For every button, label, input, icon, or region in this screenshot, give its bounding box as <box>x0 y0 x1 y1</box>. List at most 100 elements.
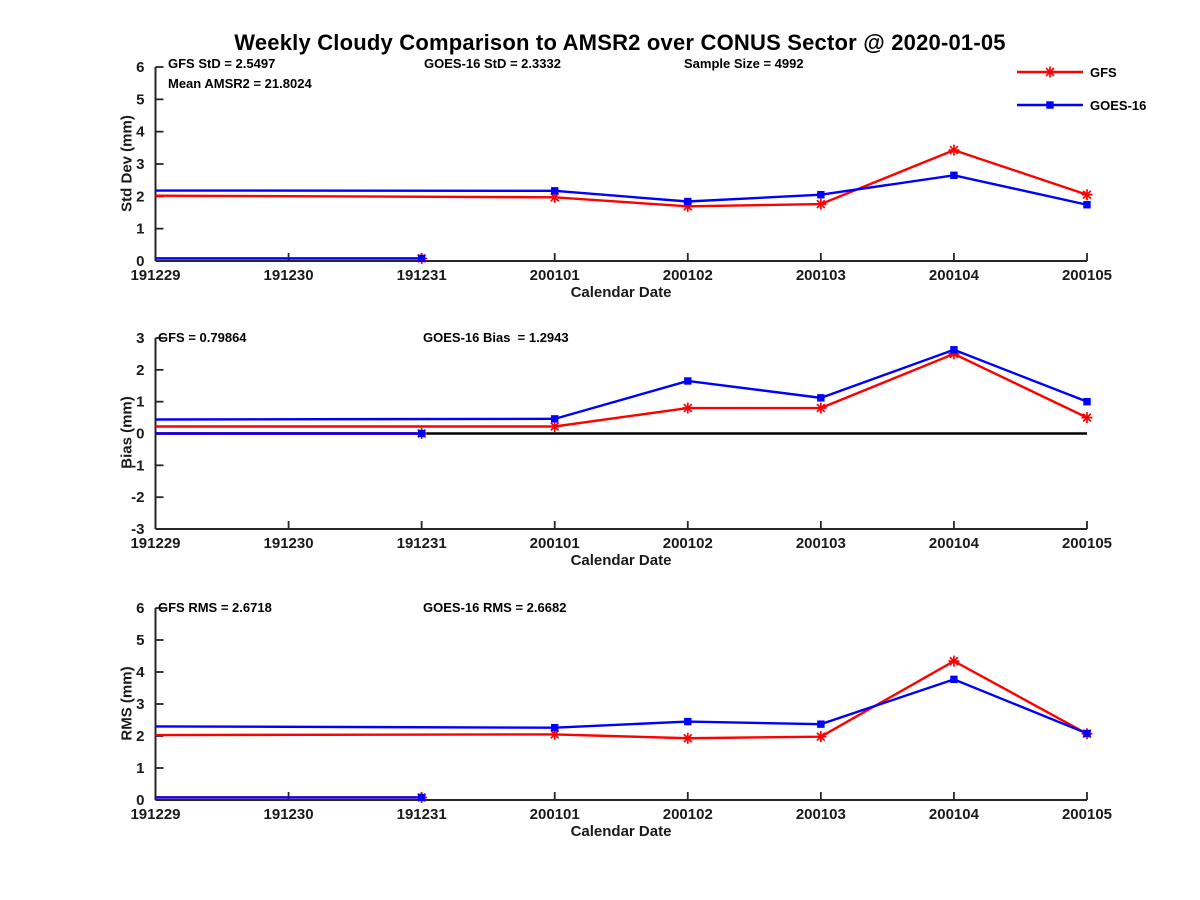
square-marker-icon <box>551 415 559 423</box>
x-axis-label-middle: Calendar Date <box>570 552 672 569</box>
x-tick-label: 200102 <box>663 267 713 284</box>
y-tick-label: 3 <box>136 330 144 347</box>
annotation-goes16-rms: GOES-16 RMS = 2.6682 <box>423 600 567 615</box>
annotation-gfs-rms: GFS RMS = 2.6718 <box>158 600 272 615</box>
y-tick-label: -2 <box>131 489 144 506</box>
x-tick-label: 200104 <box>929 267 980 284</box>
square-marker-icon <box>684 717 692 726</box>
series-line-goes-16 <box>155 678 1088 735</box>
y-tick-label: 0 <box>136 253 144 270</box>
x-tick-label: 200103 <box>796 267 846 284</box>
x-tick-label: 200105 <box>1062 267 1112 284</box>
square-marker-icon <box>417 429 426 438</box>
y-tick-label: 1 <box>136 760 144 777</box>
annotation-sample-size: Sample Size = 4992 <box>684 56 804 71</box>
x-tick-label: 200105 <box>1062 535 1112 552</box>
asterisk-marker-icon <box>682 402 694 414</box>
square-marker-icon <box>551 187 559 195</box>
square-marker-icon <box>551 723 559 732</box>
asterisk-marker-icon <box>682 732 694 744</box>
series-line-gfs <box>155 659 1088 740</box>
rms-chart: 0 1 2 3 4 5 6 191229 191230 191231 200101 200102 200… <box>130 600 1112 823</box>
square-marker-icon <box>417 793 426 802</box>
legend-item-gfs: GFS <box>1017 64 1117 80</box>
annotation-mean-amsr2: Mean AMSR2 = 21.8024 <box>168 76 312 91</box>
y-tick-label: 1 <box>136 221 144 238</box>
square-marker-icon <box>684 377 692 385</box>
std-dev-chart: 0 1 2 3 4 5 6 191229 191230 191231 200101 200102 200… <box>130 59 1112 284</box>
y-tick-label: 2 <box>136 188 144 205</box>
x-tick-label: 200102 <box>663 806 713 823</box>
y-tick-label: 6 <box>136 600 144 617</box>
y-tick-label: 5 <box>136 632 144 649</box>
x-tick-label: 200105 <box>1062 806 1112 823</box>
square-marker-icon <box>950 675 958 684</box>
annotation-goes16-bias: GOES-16 Bias = 1.2943 <box>423 330 569 345</box>
asterisk-marker-icon <box>1081 412 1093 424</box>
legend-label-goes16: GOES-16 <box>1090 97 1147 113</box>
gfs-line-sample-icon <box>1017 66 1083 78</box>
square-marker-icon <box>417 254 426 263</box>
x-tick-label: 191230 <box>264 267 314 284</box>
series-line-gfs <box>155 148 1088 208</box>
x-tick-label: 191231 <box>397 267 447 284</box>
y-tick-label: -3 <box>131 521 144 538</box>
x-tick-label: 191230 <box>264 535 314 552</box>
series-line-gfs <box>155 352 1088 428</box>
x-tick-label: 200102 <box>663 535 713 552</box>
y-tick-label: 0 <box>136 426 144 443</box>
annotation-gfs-bias: GFS = 0.79864 <box>158 330 247 345</box>
y-tick-label: 2 <box>136 362 144 379</box>
x-tick-label: 191229 <box>130 535 180 552</box>
asterisk-marker-icon <box>549 191 561 203</box>
x-tick-label: 200101 <box>530 535 580 552</box>
y-axis-label-bias: Bias (mm) <box>118 396 136 469</box>
x-axis-label-top: Calendar Date <box>570 284 672 301</box>
square-marker-icon <box>817 191 825 199</box>
asterisk-marker-icon <box>1044 66 1056 78</box>
square-marker-icon <box>684 197 692 206</box>
y-tick-label: 1 <box>136 394 144 411</box>
asterisk-marker-icon <box>1081 189 1093 201</box>
annotation-goes16-std: GOES-16 StD = 2.3332 <box>424 56 561 71</box>
square-marker-icon <box>1083 397 1091 406</box>
y-axis-label-std-dev: Std Dev (mm) <box>118 115 136 212</box>
x-tick-label: 191231 <box>397 535 447 552</box>
asterisk-marker-icon <box>948 655 960 667</box>
legend-item-goes16: GOES-16 <box>1017 97 1146 113</box>
y-tick-label: -1 <box>131 457 144 474</box>
y-tick-label: 2 <box>136 728 144 745</box>
x-tick-label: 200104 <box>929 535 980 552</box>
asterisk-marker-icon <box>815 731 827 743</box>
y-tick-label: 3 <box>136 696 144 713</box>
x-tick-label: 191231 <box>397 806 447 823</box>
square-marker-icon <box>1083 201 1091 209</box>
annotation-gfs-std: GFS StD = 2.5497 <box>168 56 276 71</box>
x-tick-label: 200104 <box>929 806 980 823</box>
y-tick-label: 5 <box>136 91 144 108</box>
x-axis-label-bottom: Calendar Date <box>570 823 672 840</box>
square-marker-icon <box>950 171 958 180</box>
series-line-goes-16 <box>155 174 1088 206</box>
x-tick-label: 200101 <box>530 806 580 823</box>
asterisk-marker-icon <box>815 198 827 210</box>
x-tick-label: 200101 <box>530 267 580 284</box>
chart-title: Weekly Cloudy Comparison to AMSR2 over C… <box>234 30 1006 55</box>
square-marker-icon <box>817 394 825 402</box>
x-tick-label: 191229 <box>130 806 180 823</box>
square-marker-icon <box>1083 729 1091 738</box>
asterisk-marker-icon <box>948 144 960 156</box>
square-marker-icon <box>817 720 825 728</box>
square-marker-icon <box>1046 101 1054 109</box>
x-tick-label: 200103 <box>796 535 846 552</box>
x-tick-label: 200103 <box>796 806 846 823</box>
y-axis-label-rms: RMS (mm) <box>118 666 136 741</box>
square-marker-icon <box>950 346 958 354</box>
series-line-goes-16 <box>155 348 1088 421</box>
x-tick-label: 191229 <box>130 267 180 284</box>
legend-label-gfs: GFS <box>1090 64 1117 80</box>
y-tick-label: 4 <box>136 664 145 681</box>
asterisk-marker-icon <box>815 402 827 414</box>
y-tick-label: 6 <box>136 59 144 76</box>
asterisk-marker-icon <box>549 420 561 432</box>
